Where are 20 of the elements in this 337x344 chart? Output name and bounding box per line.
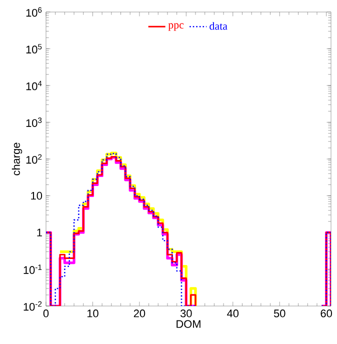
y-axis-title: charge	[12, 142, 22, 176]
x-tick-label: 0	[43, 310, 49, 318]
y-tick-label: 1	[37, 228, 42, 236]
legend-label: ppc	[168, 23, 184, 31]
y-tick-label: 10$^{5}$	[26, 44, 42, 54]
y-tick-label: 10	[31, 192, 42, 200]
y-tick-label: 10$^{3}$	[26, 118, 42, 127]
x-tick-label: 60	[320, 310, 332, 318]
x-tick-label: 10	[87, 310, 98, 318]
y-tick-label: 10$^{2}$	[26, 154, 42, 164]
x-axis-title: DOM	[176, 320, 200, 328]
y-tick-label: 10$^{4}$	[26, 80, 42, 90]
y-tick-label: 10$^{6}$	[26, 7, 42, 17]
legend-label: data	[210, 22, 228, 30]
x-tick-label: 30	[180, 310, 192, 318]
x-tick-label: 20	[134, 310, 146, 318]
y-tick-label: 10$^{-1}$	[24, 264, 42, 274]
x-tick-label: 40	[227, 310, 239, 318]
x-tick-label: 50	[274, 310, 286, 318]
y-tick-label: 10$^{-2}$	[24, 301, 42, 311]
